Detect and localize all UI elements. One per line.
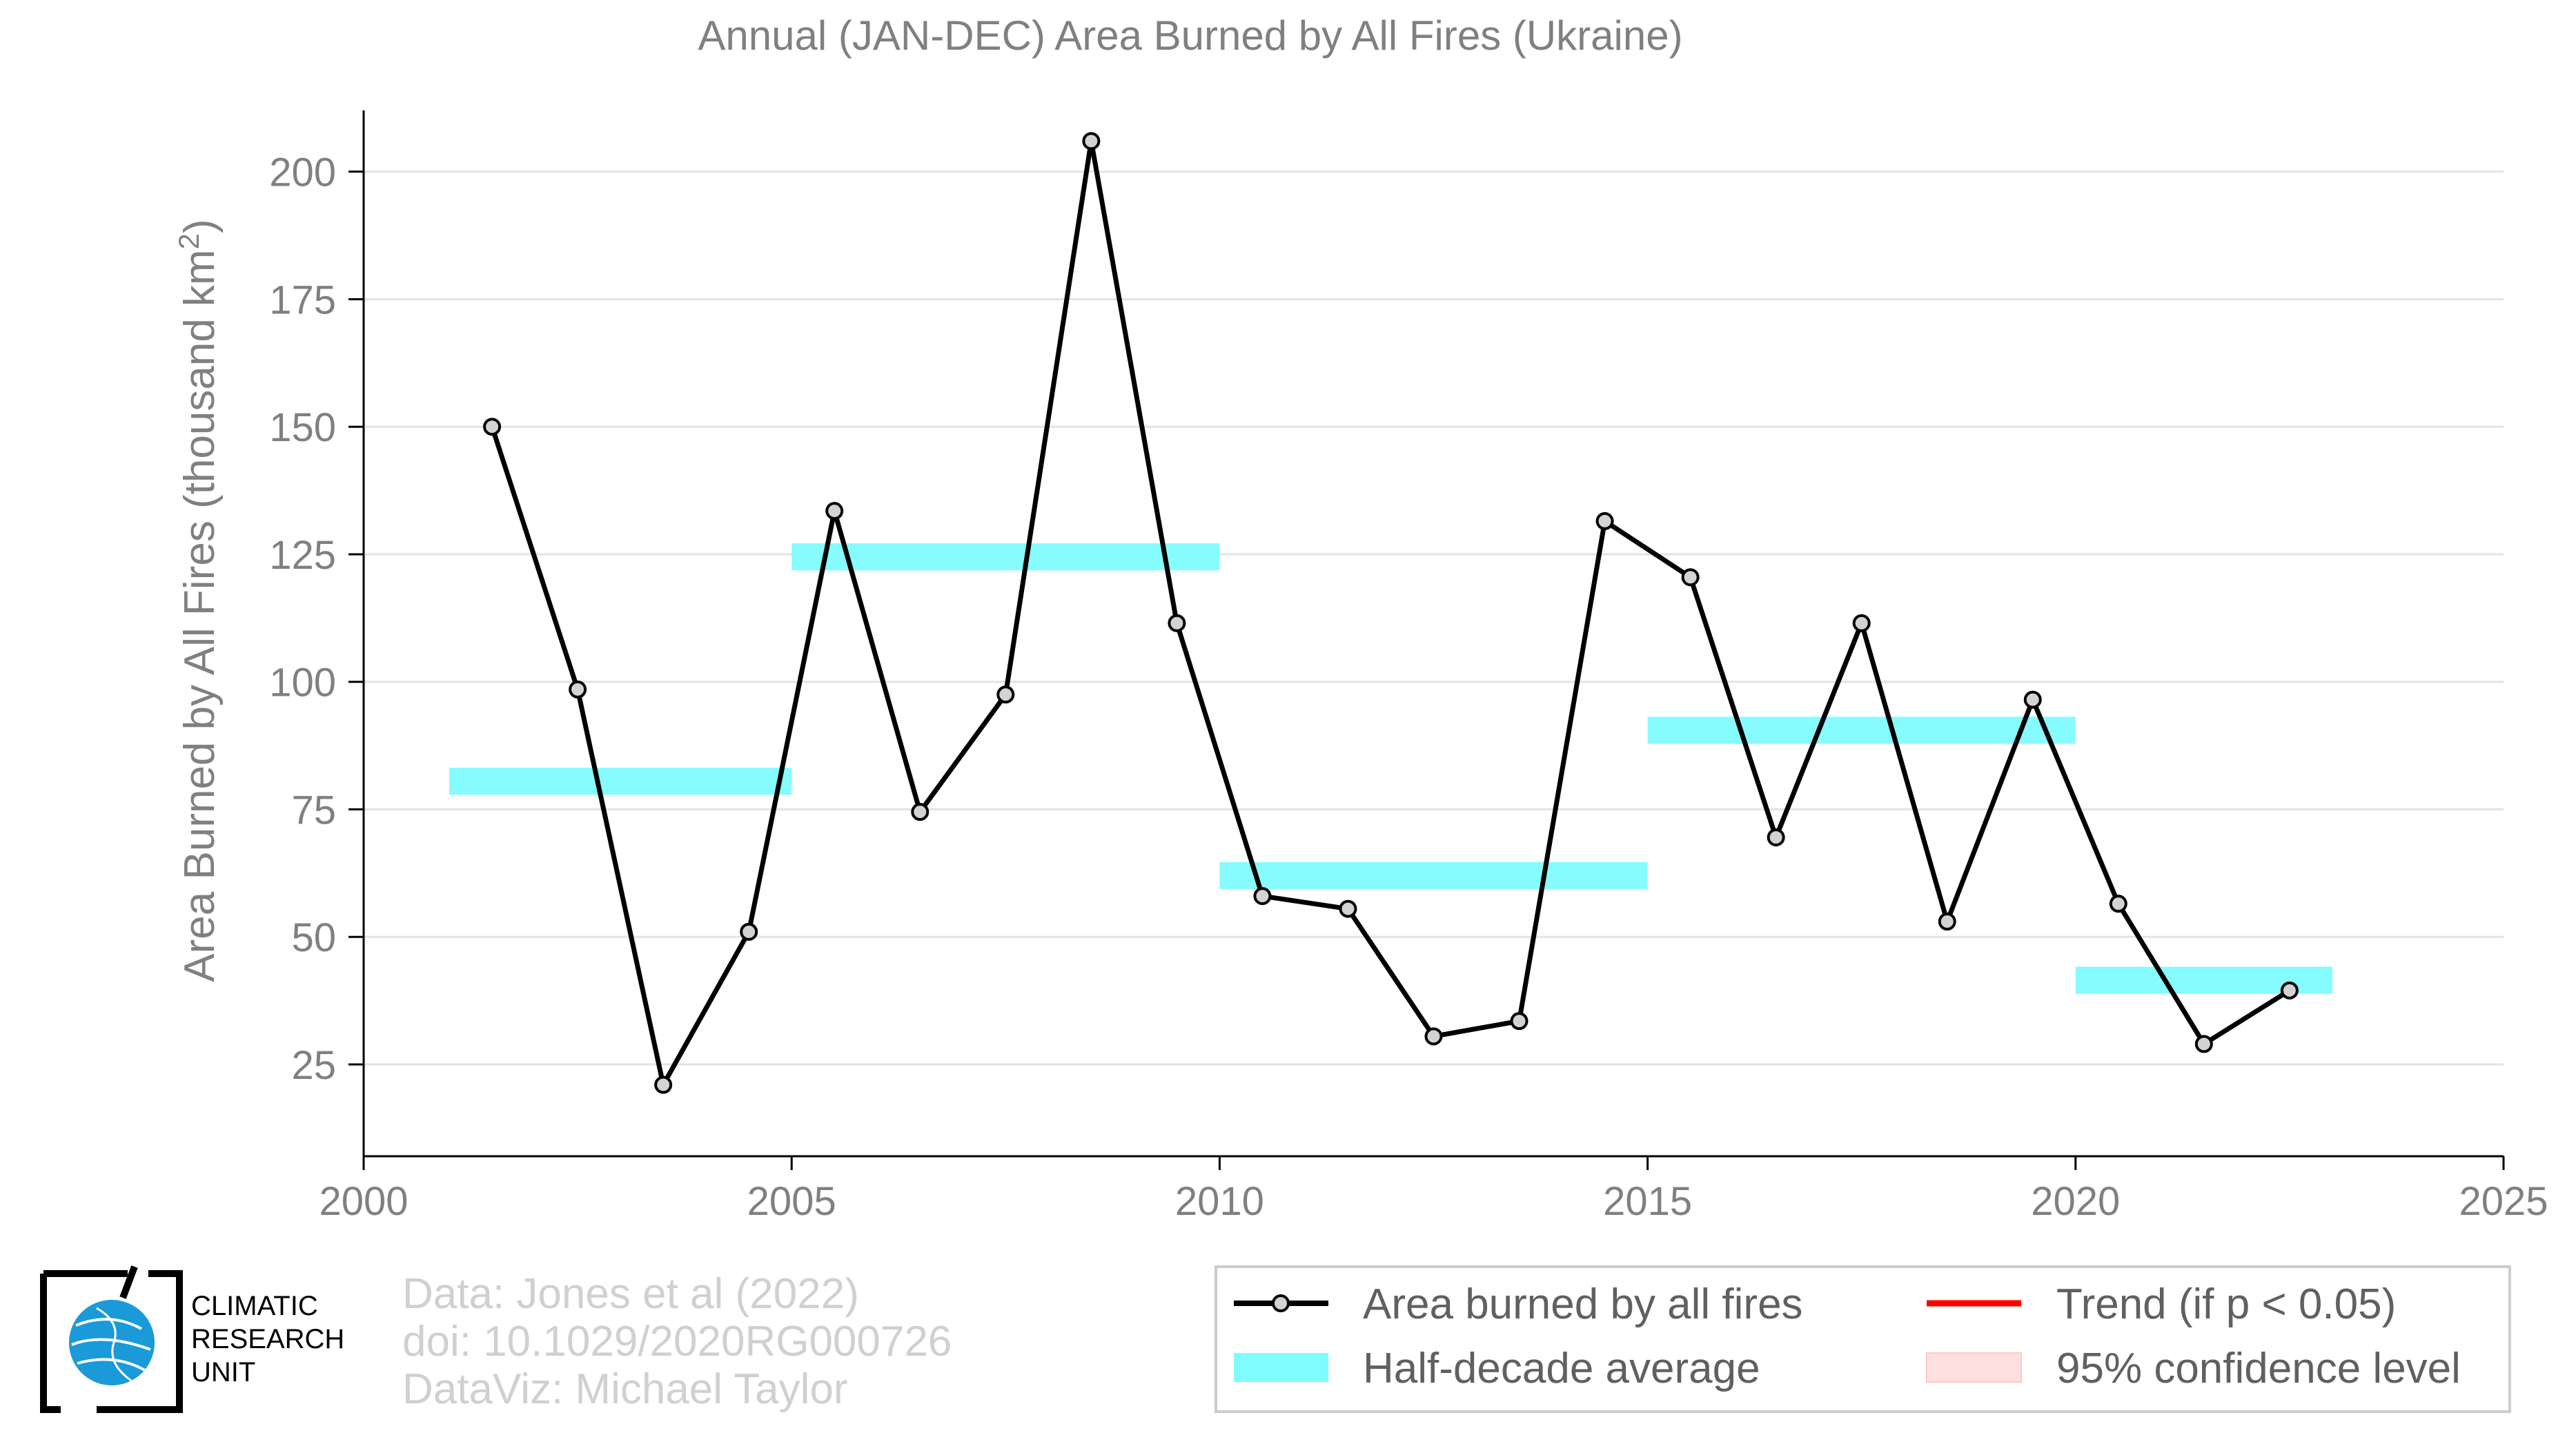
globe-swirl-4 (96, 1307, 132, 1382)
credit-doi: doi: 10.1029/2020RG000726 (402, 1318, 952, 1365)
logo-text-line-3: UNIT (191, 1357, 256, 1387)
data-point-2001.5 (483, 418, 502, 436)
gridlines (364, 171, 2504, 1066)
legend-label-trend: Trend (if p < 0.05) (2056, 1280, 2396, 1328)
half-decade-bands (449, 543, 2332, 994)
y-axis-label-text: Area Burned by All Fires (thousand km (176, 249, 224, 982)
cru-logo (40, 1265, 183, 1413)
x-tick-label-2015: 2015 (1603, 1179, 1692, 1224)
legend-label-confidence: 95% confidence level (2056, 1345, 2461, 1392)
credit-dataviz: DataViz: Michael Taylor (402, 1365, 848, 1413)
y-tick-label-50: 50 (291, 915, 336, 960)
half-decade-band-4 (1647, 717, 2076, 744)
legend-label-area-burned: Area burned by all fires (1363, 1280, 1803, 1328)
y-axis-label: Area Burned by All Fires (thousand km2) (173, 219, 224, 982)
data-point-2016.5 (1767, 828, 1785, 847)
data-point-2014.5 (1595, 512, 1614, 530)
data-point-2017.5 (1852, 614, 1871, 632)
data-point-2005.5 (825, 502, 844, 520)
x-tick-label-2000: 2000 (319, 1179, 408, 1224)
data-point-2019.5 (2023, 690, 2042, 709)
axes: 25 50 75 100 125 150 175 200 2000 2005 2010 2015 202… (269, 110, 2548, 1224)
x-tick-label-2020: 2020 (2031, 1179, 2120, 1224)
x-tick-label-2010: 2010 (1175, 1179, 1264, 1224)
logo-slash (119, 1265, 138, 1299)
data-point-2003.5 (654, 1075, 673, 1094)
data-point-2010.5 (1253, 887, 1272, 906)
data-point-2011.5 (1339, 899, 1357, 918)
y-tick-label-200: 200 (269, 150, 336, 195)
logo-text-line-2: RESEARCH (191, 1324, 345, 1354)
globe-swirl-2 (71, 1338, 151, 1351)
y-tick-label-100: 100 (269, 661, 336, 705)
legend-band-confidence (1926, 1352, 2022, 1383)
globe-swirl-3 (77, 1358, 146, 1372)
data-credits: Data: Jones et al (2022) doi: 10.1029/20… (402, 1270, 952, 1413)
data-point-2007.5 (996, 685, 1015, 704)
data-point-2021.5 (2194, 1035, 2213, 1053)
cru-logo-text: CLIMATIC RESEARCH UNIT (191, 1289, 344, 1389)
logo-text-line-1: CLIMATIC (191, 1291, 318, 1321)
data-point-2002.5 (569, 680, 587, 699)
legend-frame (1215, 1265, 2511, 1413)
data-point-2008.5 (1082, 132, 1101, 150)
y-axis-label-close: ) (176, 219, 224, 233)
x-tick-label-2025: 2025 (2459, 1179, 2548, 1224)
logo-bracket-left (40, 1274, 61, 1413)
half-decade-band-2 (792, 543, 1220, 571)
data-point-2012.5 (1424, 1027, 1443, 1046)
half-decade-band-3 (1219, 861, 1648, 890)
y-tick-label-25: 25 (291, 1043, 336, 1088)
data-point-2013.5 (1510, 1012, 1528, 1031)
chart-title: Annual (JAN-DEC) Area Burned by All Fire… (698, 12, 1682, 59)
series-line-group (489, 138, 2291, 1088)
legend: Area burned by all fires Trend (if p < 0… (1215, 1265, 2511, 1413)
data-point-2020.5 (2109, 895, 2127, 913)
x-tick-label-2005: 2005 (747, 1179, 836, 1224)
data-point-2006.5 (911, 803, 930, 821)
y-tick-label-75: 75 (291, 788, 336, 832)
y-tick-label-150: 150 (269, 405, 336, 450)
data-point-2022.5 (2280, 981, 2299, 1000)
legend-label-half-decade: Half-decade average (1363, 1345, 1760, 1392)
y-tick-label-175: 175 (269, 277, 336, 322)
credit-data-source: Data: Jones et al (2022) (402, 1270, 859, 1318)
series-line-area-burned (489, 138, 2291, 1088)
data-points (483, 132, 2299, 1094)
legend-band-half-decade (1234, 1353, 1328, 1382)
y-axis-label-superscript: 2 (173, 233, 205, 249)
logo-bracket-right (97, 1270, 183, 1413)
half-decade-band-1 (449, 768, 792, 795)
y-tick-label-125: 125 (269, 533, 336, 578)
legend-marker-area-burned (1272, 1294, 1290, 1312)
data-point-2015.5 (1681, 568, 1700, 587)
data-point-2018.5 (1938, 913, 1956, 931)
data-point-2009.5 (1168, 614, 1186, 632)
data-point-2004.5 (740, 922, 758, 941)
